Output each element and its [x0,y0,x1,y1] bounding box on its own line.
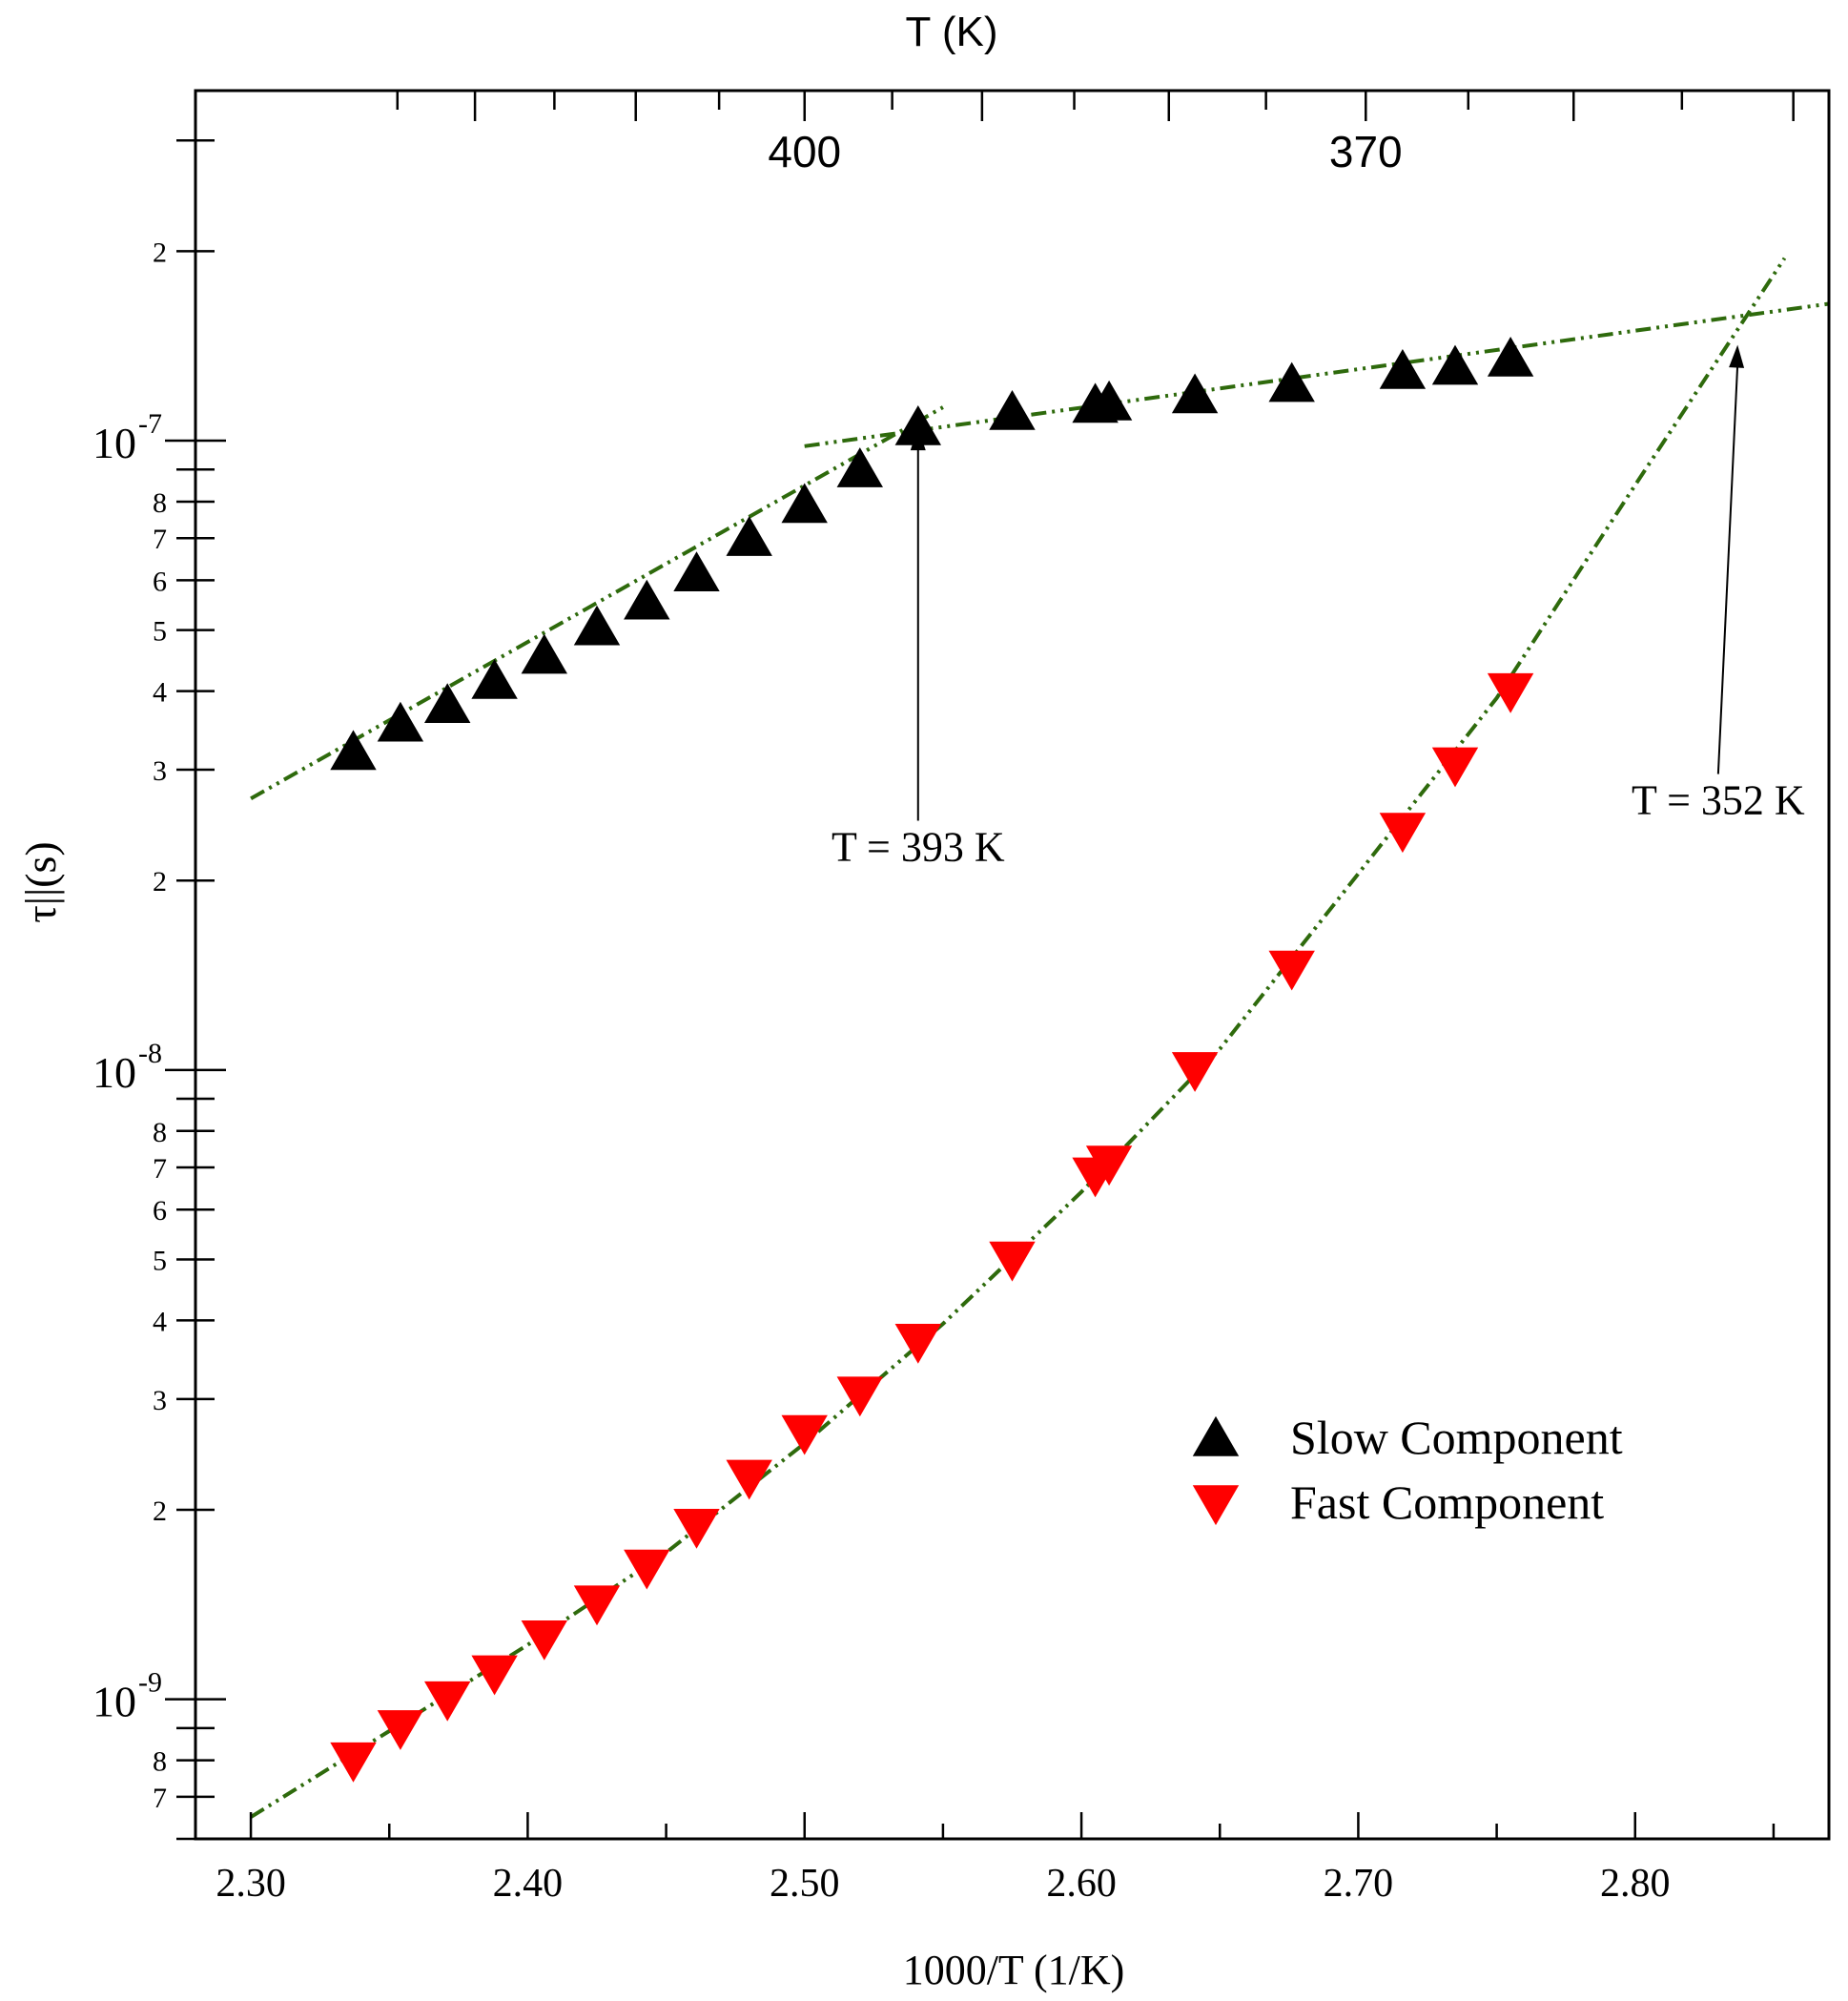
x-axis-title: 1000/T (1/K) [903,1947,1125,1993]
top-tick-label: 370 [1329,127,1403,176]
annotation-352-arrowhead [1729,344,1745,368]
y-minor-label: 4 [153,1306,167,1337]
fast-fit [250,257,1787,1819]
slow-point [1268,361,1315,402]
fast-point [330,1742,377,1783]
slow-low-T-fit [250,405,944,800]
y-minor-label: 3 [153,1385,167,1416]
data-markers [330,337,1534,1783]
legend: Slow Component Fast Component [1192,1411,1623,1529]
legend-label: Fast Component [1290,1475,1604,1529]
fast-point [521,1620,567,1661]
slow-point [894,405,941,445]
plot-frame [194,89,1831,1841]
slow-point [377,701,424,742]
y-decade-label: 10 [92,419,136,467]
fast-point [1085,1145,1133,1186]
y-minor-label: 2 [153,1496,167,1527]
slow-point [1431,344,1479,385]
y-minor-label: 3 [153,755,167,787]
slow-point [521,633,567,674]
fast-point [1487,672,1534,713]
slow-point [330,730,377,771]
x-tick-label: 2.40 [493,1862,564,1906]
annotation-352-label: T = 352 K [1632,777,1805,824]
annotation-393-arrowhead [910,427,926,451]
top-axis-title: T (K) [906,9,998,55]
fast-point [1431,747,1479,788]
fit-lines [250,257,1830,1819]
y-minor-label: 7 [153,524,167,555]
slow-point [726,516,772,556]
fast-point [377,1710,424,1750]
y-decade-exponent: -8 [138,1038,162,1069]
y-minor-label: 5 [153,616,167,648]
fast-point [781,1414,828,1455]
x-tick-label: 2.80 [1600,1862,1671,1906]
y-decade-exponent: -7 [138,408,162,440]
y-decade-label: 10 [92,1678,136,1726]
y-minor-label: 2 [153,237,167,268]
slow-point [781,483,828,524]
y-minor-label: 7 [153,1153,167,1185]
axes: 2.30 2.40 2.50 2.60 2.70 2.80 400 370 7 8 2 3 4 5 6 7 8 2… [92,89,1831,1906]
y-axis-title: τ||(s) [16,841,65,922]
y-minor-label: 4 [153,677,167,709]
slow-point [624,579,670,620]
slow-point [1487,337,1534,377]
x-tick-label: 2.70 [1324,1862,1394,1906]
y-minor-label: 7 [153,1783,167,1814]
slow-point [989,390,1036,430]
slow-point [673,551,720,591]
x-tick-label: 2.30 [216,1862,286,1906]
fast-point [836,1376,883,1417]
fast-point [1379,813,1427,854]
fast-point [573,1585,621,1626]
fast-point [1171,1052,1219,1092]
top-tick-label: 400 [768,127,841,176]
y-minor-label: 2 [153,866,167,897]
y-minor-label: 8 [153,1746,167,1778]
fast-point [726,1459,772,1500]
y-minor-label: 8 [153,487,167,519]
slow-point [424,683,471,723]
annotations: T = 393 K T = 352 K [832,344,1805,870]
fast-point [1268,950,1315,991]
slow-point [1379,349,1427,389]
slow-high-T-fit [804,301,1830,448]
slow-point [573,605,621,646]
fast-point [424,1681,471,1722]
slow-point [1171,373,1219,414]
fast-point [624,1549,670,1590]
x-tick-label: 2.60 [1046,1862,1117,1906]
fast-point [894,1324,941,1364]
y-decade-exponent: -9 [138,1667,162,1699]
legend-marker [1192,1485,1240,1526]
x-tick-label: 2.50 [770,1862,840,1906]
fast-point [673,1509,720,1549]
fast-point [471,1655,518,1696]
y-minor-label: 5 [153,1245,167,1276]
legend-label: Slow Component [1290,1411,1623,1464]
slow-point [471,659,518,699]
legend-marker [1192,1415,1240,1456]
slow-point [1085,380,1133,421]
y-decade-label: 10 [92,1048,136,1097]
y-minor-label: 8 [153,1117,167,1148]
annotation-393-label: T = 393 K [832,823,1005,870]
annotation-352-arrow [1716,363,1739,774]
y-minor-label: 6 [153,566,167,597]
fast-point [989,1241,1036,1282]
slow-point [836,447,883,487]
y-minor-label: 6 [153,1195,167,1227]
